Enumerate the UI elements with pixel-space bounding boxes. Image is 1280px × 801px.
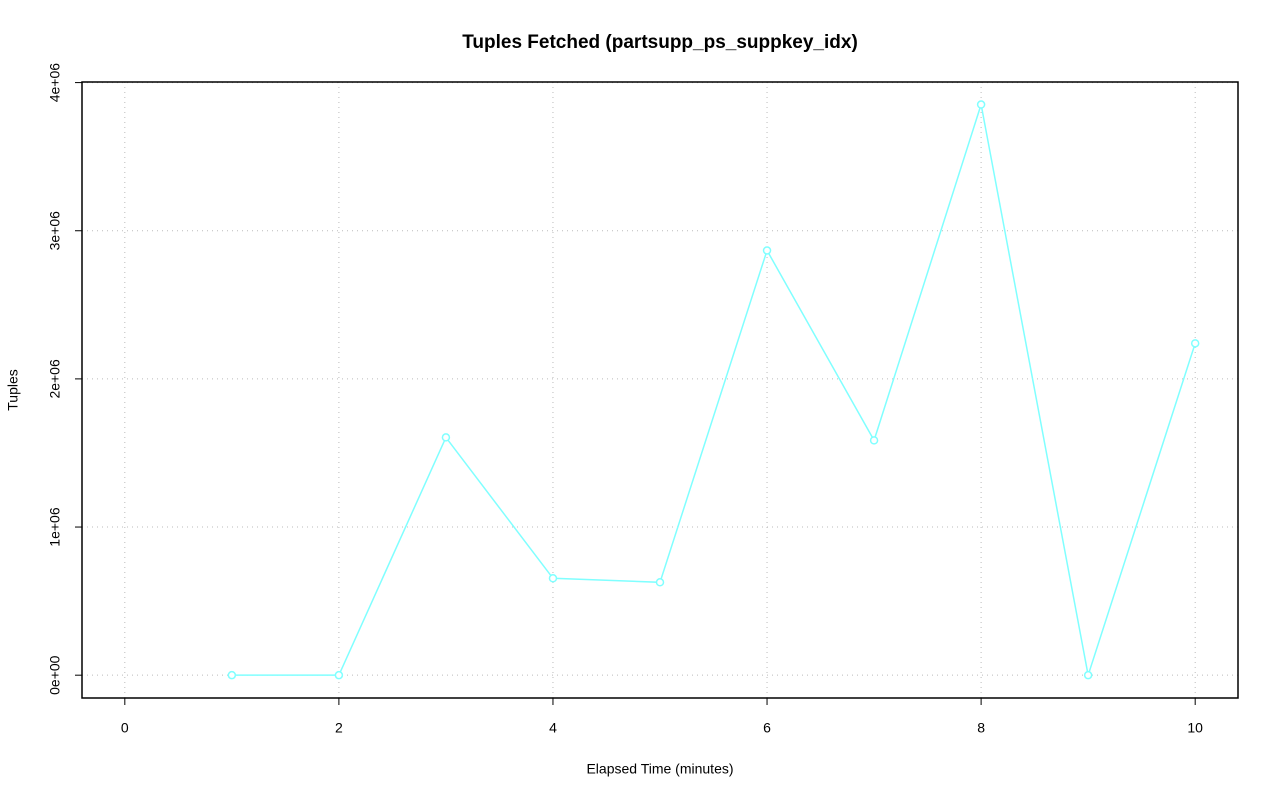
data-point	[227, 670, 237, 680]
chart-title: Tuples Fetched (partsupp_ps_suppkey_idx)	[462, 32, 858, 53]
x-tick-label: 2	[335, 720, 343, 736]
data-point	[869, 436, 879, 445]
x-axis-label: Elapsed Time (minutes)	[586, 761, 733, 777]
data-point	[334, 670, 344, 680]
x-tick-label: 8	[977, 720, 985, 736]
plot-frame	[81, 81, 1239, 699]
data-point	[976, 100, 986, 109]
y-tick-label: 4e+06	[47, 63, 63, 103]
x-tick-label: 0	[121, 720, 129, 736]
data-point	[762, 246, 772, 255]
y-tick-label: 2e+06	[47, 359, 63, 399]
data-point	[655, 578, 665, 587]
series-line	[231, 104, 1196, 676]
data-point	[1083, 670, 1093, 680]
data-point	[1190, 339, 1200, 348]
y-tick-label: 0e+00	[47, 655, 63, 695]
x-tick-label: 4	[549, 720, 557, 736]
x-tick-label: 6	[763, 720, 771, 736]
y-tick-label: 3e+06	[47, 211, 63, 251]
data-point	[548, 574, 558, 583]
y-axis-label: Tuples	[5, 369, 21, 411]
data-point	[441, 433, 451, 442]
y-tick-label: 1e+06	[47, 507, 63, 547]
x-tick-label: 10	[1187, 720, 1203, 736]
